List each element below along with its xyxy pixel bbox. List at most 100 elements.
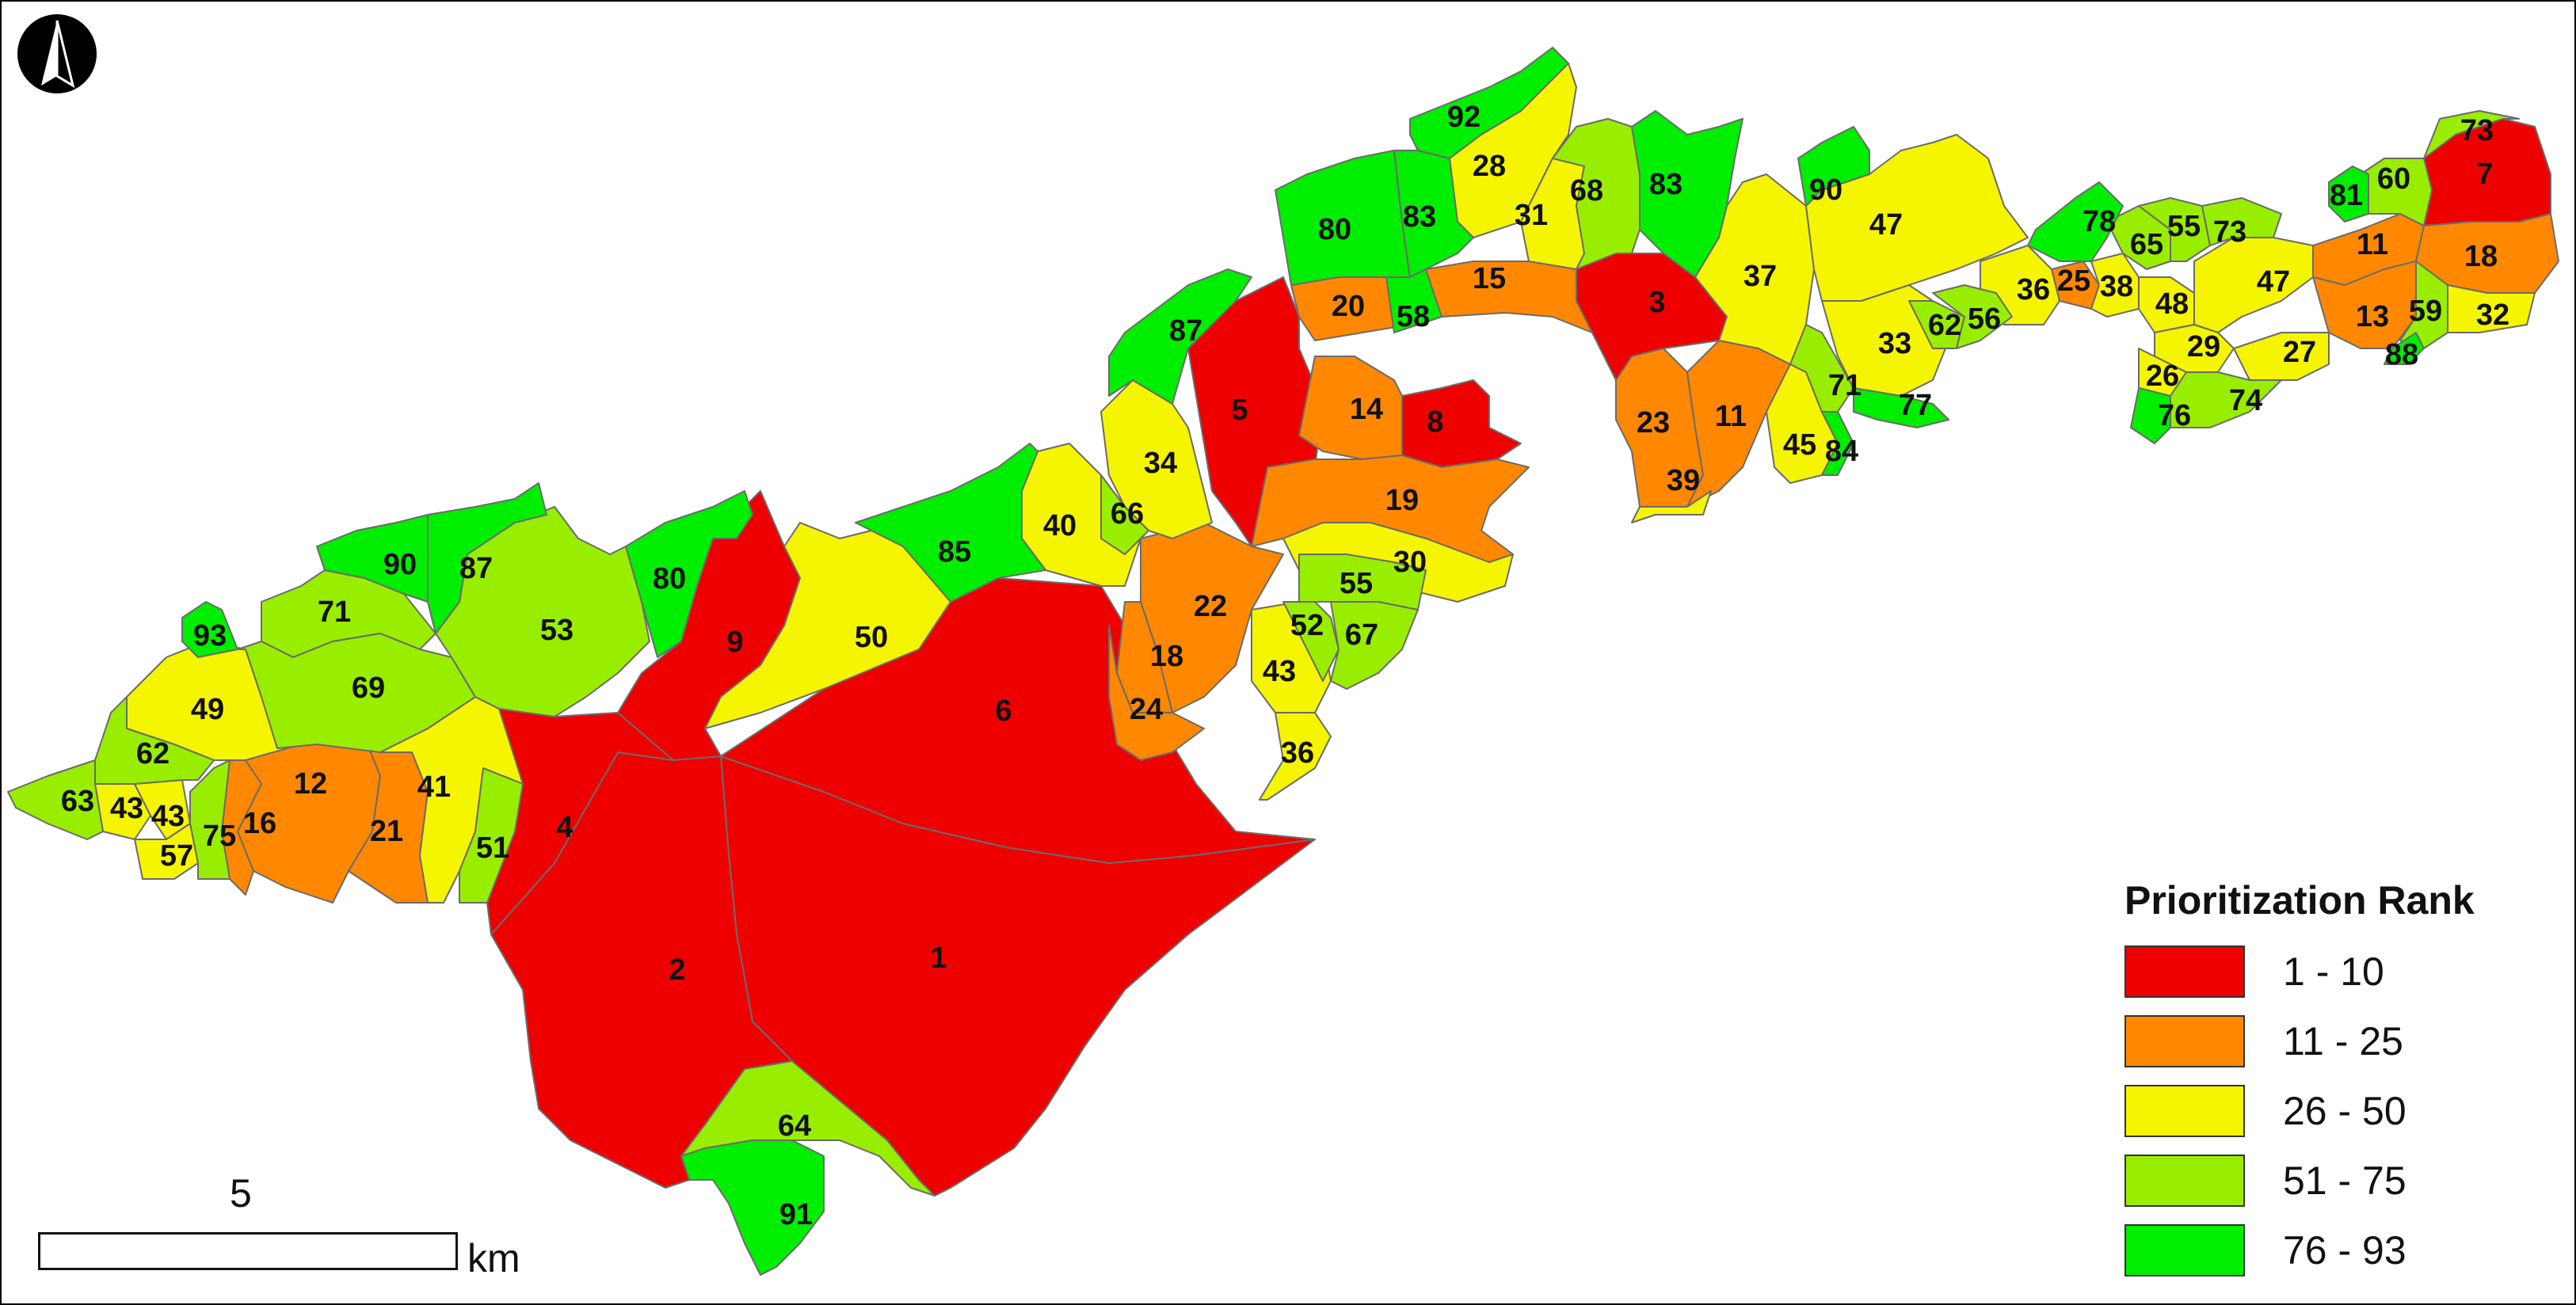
rank-label: 55: [2167, 210, 2201, 243]
rank-label: 14: [1350, 393, 1383, 426]
region-rank-67[interactable]: [1330, 601, 1419, 690]
region-rank-71b[interactable]: [1789, 324, 1854, 413]
rank-label: 43: [151, 800, 185, 833]
region-rank-63[interactable]: [7, 759, 104, 840]
region-rank-55b[interactable]: [2138, 197, 2211, 262]
rank-label: 73: [2460, 114, 2494, 147]
rank-label: 74: [2229, 384, 2262, 417]
rank-label: 38: [2100, 270, 2133, 303]
legend-swatch: [2124, 1224, 2245, 1276]
rank-label: 5: [1231, 394, 1248, 427]
region-rank-80a[interactable]: [625, 490, 753, 658]
rank-label: 28: [1473, 150, 1506, 183]
region-rank-66[interactable]: [1100, 474, 1149, 555]
rank-label: 78: [2083, 205, 2116, 238]
rank-label: 75: [203, 820, 236, 853]
region-rank-90b[interactable]: [1797, 126, 1870, 207]
region-rank-62a[interactable]: [94, 696, 215, 785]
rank-label: 45: [1783, 428, 1816, 462]
rank-label: 43: [1263, 655, 1296, 688]
legend-label: 76 - 93: [2283, 1228, 2406, 1273]
rank-label: 32: [2476, 299, 2509, 332]
region-rank-81[interactable]: [2328, 166, 2369, 223]
rank-label: 83: [1649, 168, 1682, 201]
rank-label: 47: [1869, 208, 1903, 242]
scale-bar-value: 5: [230, 1171, 252, 1216]
rank-label: 25: [2057, 264, 2090, 298]
region-rank-87b[interactable]: [1108, 268, 1252, 405]
region-rank-77[interactable]: [1853, 387, 1949, 428]
region-rank-68[interactable]: [1552, 118, 1640, 270]
rank-label: 31: [1515, 199, 1548, 232]
rank-label: 50: [855, 621, 888, 654]
region-rank-58[interactable]: [1385, 268, 1442, 333]
rank-label: 62: [136, 737, 170, 770]
rank-label: 71: [318, 595, 351, 629]
rank-label: 43: [110, 792, 143, 825]
region-rank-51[interactable]: [459, 767, 524, 904]
scale-bar: [38, 1232, 458, 1270]
region-rank-83b[interactable]: [1631, 110, 1743, 278]
rank-label: 13: [2356, 300, 2389, 333]
rank-label: 76: [2158, 399, 2191, 432]
region-rank-60[interactable]: [2360, 158, 2433, 226]
rank-label: 20: [1332, 290, 1365, 323]
region-rank-87a[interactable]: [427, 482, 547, 634]
rank-label: 24: [1130, 693, 1163, 726]
rank-label: 65: [2130, 228, 2163, 261]
legend-label: 11 - 25: [2283, 1019, 2403, 1063]
rank-label: 73: [2213, 215, 2246, 249]
rank-label: 88: [2385, 338, 2418, 371]
rank-label: 93: [193, 619, 227, 652]
region-rank-91[interactable]: [680, 1139, 825, 1276]
region-rank-73b[interactable]: [2423, 110, 2520, 159]
region-rank-39[interactable]: [1631, 490, 1712, 523]
region-rank-36a[interactable]: [1259, 712, 1332, 801]
rank-label: 36: [2017, 273, 2050, 306]
region-rank-84[interactable]: [1821, 411, 1854, 476]
region-rank-76[interactable]: [2130, 387, 2171, 444]
legend-label: 51 - 75: [2283, 1159, 2406, 1203]
rank-label: 11: [1715, 400, 1747, 433]
region-rank-78[interactable]: [2027, 181, 2124, 262]
region-rank-56[interactable]: [1932, 284, 2013, 349]
rank-label: 47: [2257, 265, 2290, 299]
region-rank-88[interactable]: [2384, 332, 2425, 365]
region-rank-47b[interactable]: [2193, 237, 2314, 333]
rank-label: 6: [995, 694, 1012, 728]
region-rank-92[interactable]: [1409, 47, 1569, 159]
rank-label: 87: [1169, 314, 1202, 348]
region-rank-8[interactable]: [1401, 379, 1522, 468]
rank-label: 1: [930, 942, 947, 975]
region-rank-73a[interactable]: [2201, 197, 2282, 246]
region-rank-38[interactable]: [2090, 253, 2140, 318]
rank-label: 7: [2476, 158, 2493, 191]
rank-label: 69: [352, 672, 385, 705]
rank-label: 66: [1111, 497, 1144, 531]
north-arrow-icon: [17, 14, 97, 93]
region-rank-50[interactable]: [704, 522, 951, 729]
region-rank-75[interactable]: [189, 759, 231, 880]
legend-swatch: [2124, 945, 2245, 998]
rank-label: 52: [1290, 609, 1324, 642]
rank-label: 55: [1339, 567, 1373, 600]
rank-label: 15: [1473, 262, 1506, 295]
legend-swatch: [2124, 1015, 2245, 1067]
rank-label: 16: [243, 807, 276, 840]
region-rank-93[interactable]: [181, 601, 238, 658]
legend-swatch: [2124, 1155, 2245, 1207]
rank-label: 11: [2357, 228, 2388, 261]
rank-label: 60: [2377, 162, 2410, 196]
rank-label: 8: [1427, 405, 1443, 439]
rank-label: 34: [1144, 447, 1177, 480]
region-rank-85[interactable]: [855, 443, 1046, 603]
rank-label: 58: [1397, 300, 1430, 333]
rank-label: 62: [1928, 309, 1961, 342]
rank-label: 40: [1043, 509, 1077, 542]
rank-label: 2: [669, 953, 685, 987]
region-rank-53[interactable]: [435, 506, 650, 717]
rank-label: 9: [726, 626, 743, 659]
rank-label: 63: [61, 785, 94, 818]
rank-labels: 1 2 3 4 5 6 7 8 9 11 11 12 13 14 15 16 1…: [61, 101, 2509, 1231]
region-rank-24[interactable]: [1108, 625, 1205, 761]
